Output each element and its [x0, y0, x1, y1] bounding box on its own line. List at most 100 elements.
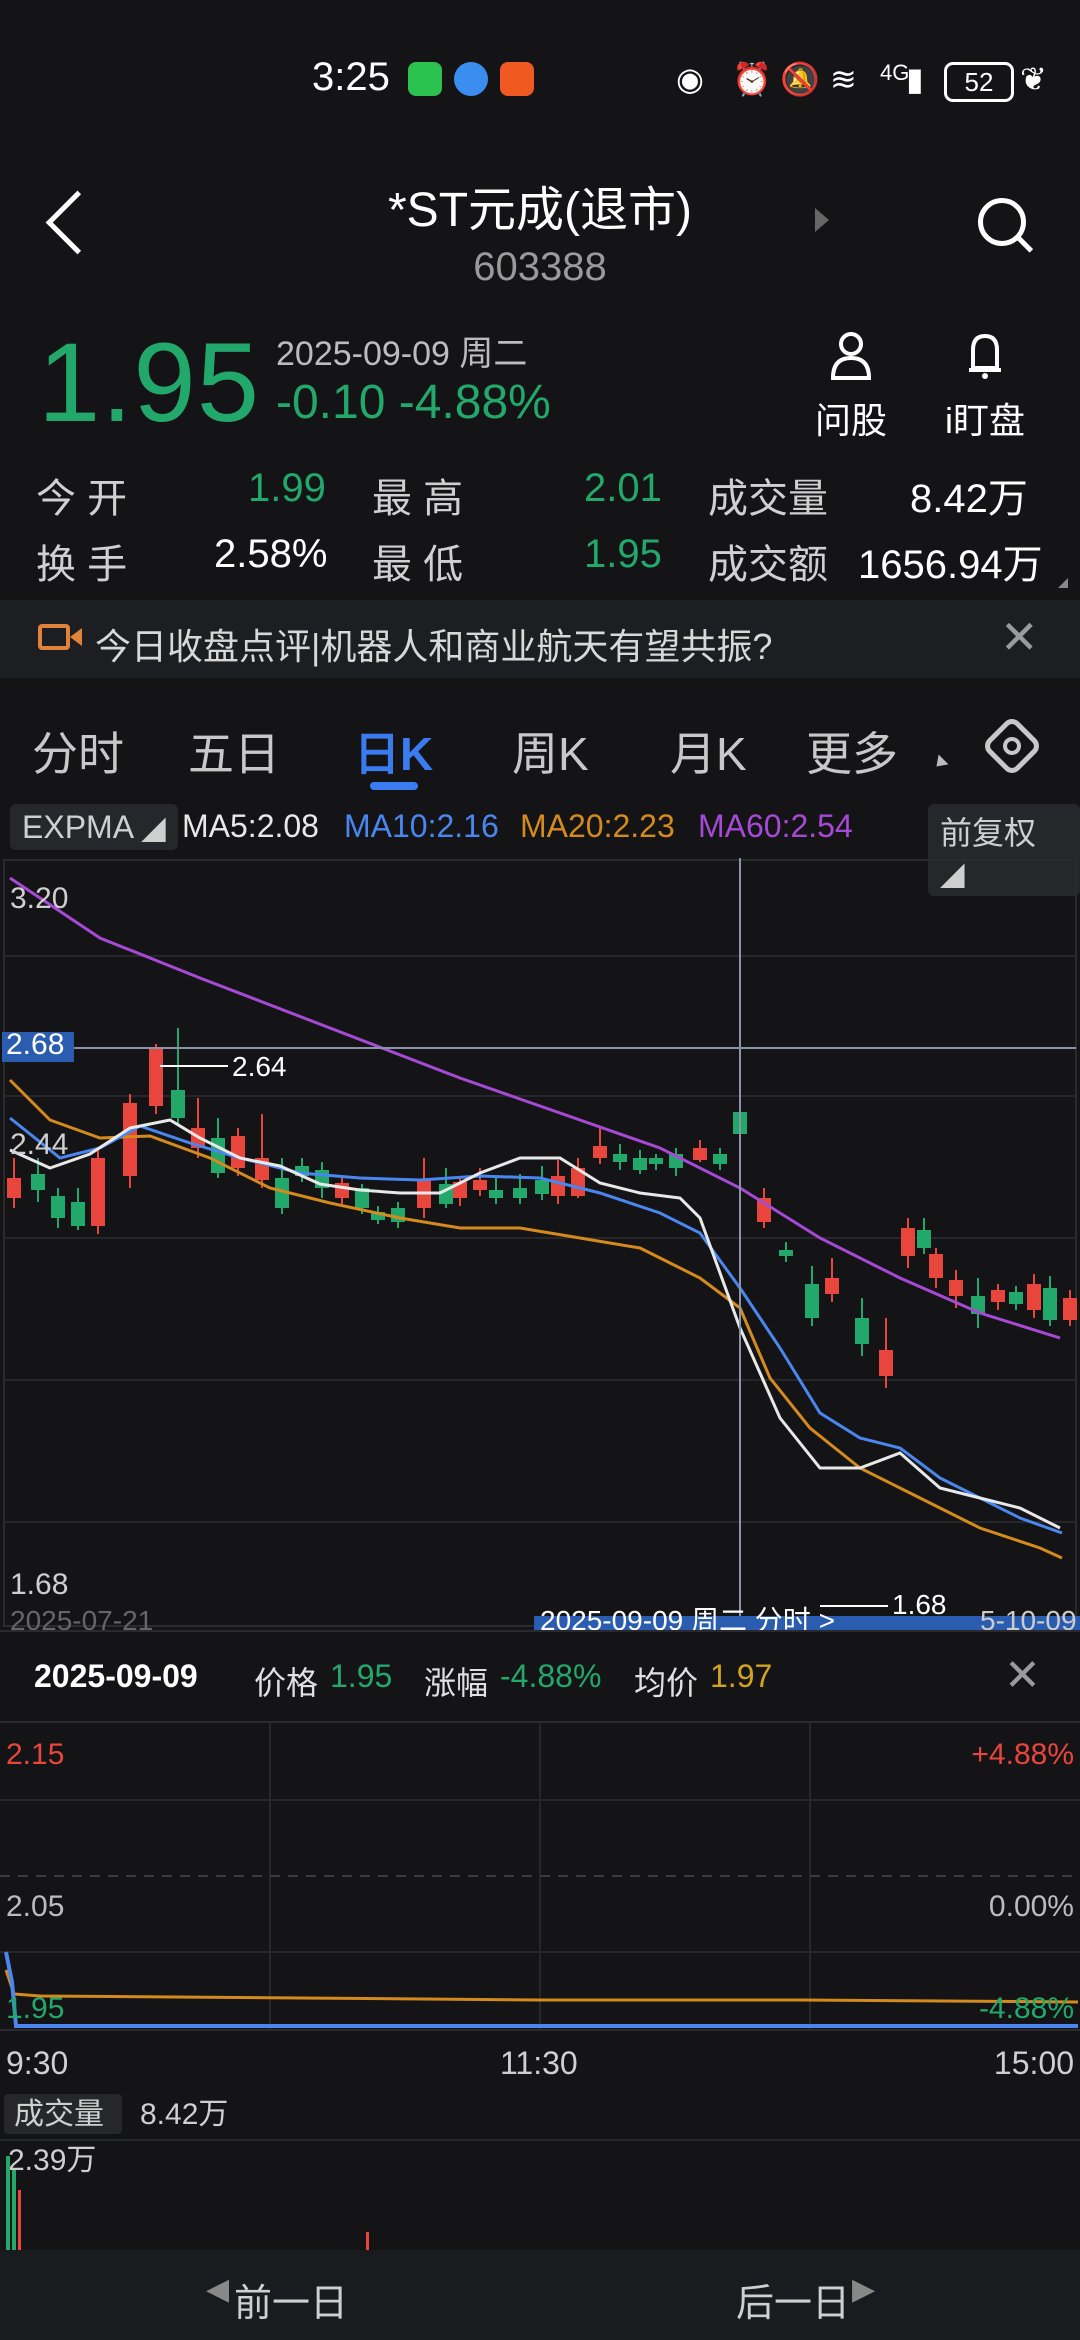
- candle-body: [513, 1188, 527, 1198]
- ymax-label: 3.20: [10, 882, 68, 915]
- active-tab-indicator: [370, 782, 418, 790]
- tab-more[interactable]: 更多: [806, 728, 898, 780]
- ask-stock-button[interactable]: 问股: [796, 330, 906, 444]
- detail-date: 2025-09-09: [34, 1658, 198, 1694]
- mid-price-label: 2.05: [6, 1890, 64, 1923]
- network-type: 4G: [880, 60, 910, 85]
- candle-body: [1043, 1288, 1057, 1320]
- next-day-button[interactable]: 后一日: [736, 2283, 851, 2325]
- stock-header: *ST元成(退市) 603388: [0, 160, 1080, 320]
- open-value: 1.99: [248, 466, 326, 510]
- close-icon[interactable]: ✕: [1004, 1651, 1041, 1700]
- video-icon: [38, 624, 70, 650]
- video-icon-lens: [70, 628, 82, 646]
- tab-five-day[interactable]: 五日: [188, 728, 280, 780]
- ma20-value: MA20:2.23: [520, 808, 675, 844]
- turnover-label: 换 手: [36, 543, 128, 587]
- tab-intraday[interactable]: 分时: [32, 728, 124, 780]
- detail-avg: 1.97: [710, 1658, 773, 1694]
- candle-body: [355, 1188, 369, 1208]
- candle-body: [123, 1103, 137, 1176]
- intraday-svg: 2.15 +4.88% 2.05 0.00% 1.95 -4.88% 9:30 …: [0, 1721, 1080, 2250]
- detail-change: -4.88%: [500, 1658, 602, 1694]
- candle-body: [713, 1154, 727, 1164]
- volume-label: 成交量: [14, 2098, 104, 2131]
- volume-max-label: 2.39万: [8, 2144, 96, 2177]
- high-value: 2.01: [584, 466, 662, 510]
- detail-change-label: 涨幅: [424, 1665, 489, 1701]
- price-change: -0.10 -4.88%: [276, 376, 551, 429]
- start-date-label: 2025-07-21: [10, 1605, 153, 1630]
- next-stock-icon[interactable]: [815, 208, 829, 232]
- watch-label: i盯盘: [945, 400, 1025, 441]
- news-banner[interactable]: 今日收盘点评|机器人和商业航天有望共振? ✕: [0, 600, 1080, 678]
- low-annotation: 1.68: [892, 1589, 947, 1620]
- ma60-line: [9, 876, 1061, 1340]
- expma-selector[interactable]: EXPMA ◢: [10, 804, 178, 850]
- signal-icon: ▮: [906, 61, 924, 97]
- volume-value: 8.42万: [910, 477, 1028, 521]
- candle-body: [825, 1278, 839, 1294]
- tab-monthly-k[interactable]: 月K: [670, 728, 747, 780]
- status-time: 3:25: [312, 55, 390, 99]
- candle-body: [991, 1290, 1005, 1302]
- search-icon[interactable]: [978, 198, 1026, 246]
- detail-avg-label: 均价: [634, 1665, 699, 1701]
- low-price-label: 1.95: [6, 1992, 64, 2025]
- expand-corner-icon[interactable]: [1058, 578, 1068, 588]
- amount-value: 1656.94万: [858, 543, 1043, 587]
- indicator-row: EXPMA ◢ MA5:2.08 MA10:2.16 MA20:2.23 MA6…: [0, 800, 1080, 896]
- tab-weekly-k[interactable]: 周K: [512, 728, 589, 780]
- prev-arrow-icon: ◀: [206, 2273, 230, 2306]
- candle-body: [593, 1146, 607, 1158]
- next-arrow-icon: ▶: [852, 2273, 876, 2306]
- watch-button[interactable]: i盯盘: [930, 330, 1040, 444]
- adjust-label: 前复权: [940, 815, 1037, 851]
- close-icon[interactable]: ✕: [1000, 611, 1039, 663]
- candle-body: [901, 1228, 915, 1256]
- candle-body: [275, 1178, 289, 1208]
- low-label: 最 低: [372, 543, 464, 587]
- banner-text: 今日收盘点评|机器人和商业航天有望共振?: [95, 626, 773, 667]
- more-dropdown-icon: [931, 754, 949, 772]
- tab-daily-k[interactable]: 日K: [354, 728, 434, 780]
- detail-price: 1.95: [330, 1658, 393, 1694]
- candle-body: [613, 1154, 627, 1162]
- candle-body: [149, 1048, 163, 1106]
- low-pct-label: -4.88%: [979, 1992, 1074, 2025]
- ymin-label: 1.68: [10, 1568, 68, 1601]
- candle-body: [1027, 1284, 1041, 1310]
- stock-title: *ST元成(退市): [388, 184, 692, 237]
- wifi-icon: ≋: [830, 61, 857, 97]
- candles: [7, 1028, 1077, 1388]
- time-open-label: 9:30: [6, 2045, 68, 2081]
- prev-day-button[interactable]: 前一日: [234, 2283, 349, 2325]
- candle-body: [949, 1280, 963, 1296]
- cursor-date-label[interactable]: 2025-09-09 周二 分时 >: [540, 1605, 835, 1636]
- candle-body: [805, 1284, 819, 1318]
- candle-body: [295, 1166, 309, 1176]
- volume-value: 8.42万: [140, 2098, 228, 2131]
- turnover-value: 2.58%: [214, 532, 328, 576]
- low-value: 1.95: [584, 532, 662, 576]
- high-annotation: 2.64: [232, 1051, 287, 1082]
- candle-body: [551, 1176, 565, 1196]
- kline-chart[interactable]: 2.68 3.20 2.44 1.68 2.64 1.68 2025-07-21…: [0, 858, 1080, 1636]
- bell-icon: [930, 330, 1040, 386]
- ma10-value: MA10:2.16: [344, 808, 499, 844]
- person-icon: [796, 330, 906, 386]
- adjust-selector[interactable]: 前复权 ◢: [928, 804, 1080, 896]
- candle-body: [917, 1230, 931, 1248]
- expma-label: EXPMA: [22, 809, 133, 845]
- day-detail-row: 2025-09-09 价格 1.95 涨幅 -4.88% 均价 1.97 ✕: [0, 1630, 1080, 1722]
- candle-body: [855, 1318, 869, 1344]
- ymid-label: 2.44: [10, 1128, 68, 1161]
- browser-icon: [454, 62, 488, 96]
- intraday-chart[interactable]: 2.15 +4.88% 2.05 0.00% 1.95 -4.88% 9:30 …: [0, 1720, 1080, 2260]
- candle-body: [929, 1254, 943, 1278]
- candle-body: [231, 1136, 245, 1168]
- ma5-value: MA5:2.08: [182, 808, 319, 844]
- candle-body: [489, 1190, 503, 1198]
- candle-body: [7, 1178, 21, 1198]
- ma60-value: MA60:2.54: [698, 808, 853, 844]
